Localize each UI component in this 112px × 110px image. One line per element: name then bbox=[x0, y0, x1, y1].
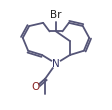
Circle shape bbox=[32, 84, 39, 90]
Text: N: N bbox=[52, 59, 60, 69]
Circle shape bbox=[52, 60, 60, 68]
Text: Br: Br bbox=[50, 10, 62, 20]
Circle shape bbox=[51, 10, 61, 21]
Text: O: O bbox=[31, 82, 40, 92]
